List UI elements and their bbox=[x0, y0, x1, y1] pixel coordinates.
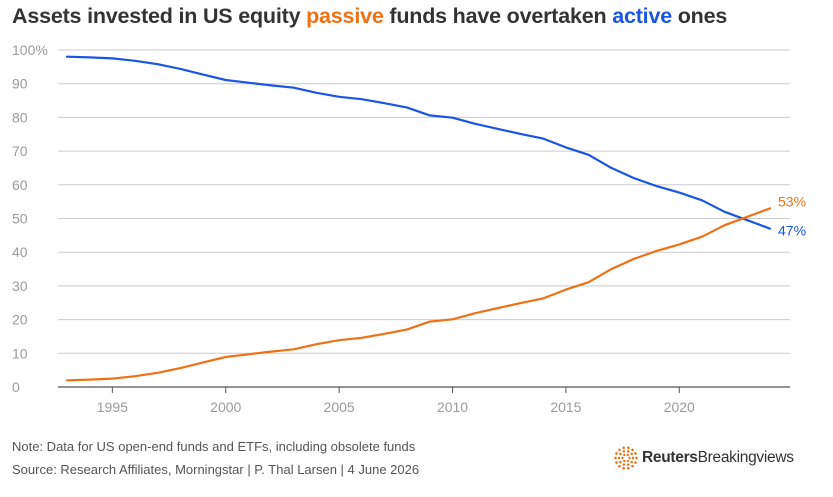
end-label-passive: 53% bbox=[778, 193, 806, 209]
logo-dot bbox=[618, 464, 621, 468]
logo-dot bbox=[622, 446, 625, 450]
logo-dot bbox=[615, 452, 618, 455]
x-tick-label: 2000 bbox=[210, 399, 241, 415]
y-tick-label: 10 bbox=[12, 345, 28, 361]
y-tick-label: 60 bbox=[12, 177, 28, 193]
x-axis-ticks: 1995 2000 2005 2010 2015 2020 bbox=[97, 387, 695, 415]
logo-dot bbox=[628, 456, 631, 460]
x-tick-label: 2005 bbox=[324, 399, 355, 415]
logo-dot bbox=[630, 452, 633, 456]
logo-dot bbox=[627, 466, 630, 470]
brand-reuters: Reuters bbox=[642, 449, 698, 466]
grid-layer bbox=[58, 49, 790, 388]
logo-dot bbox=[622, 450, 626, 453]
y-tick-label: 0 bbox=[12, 379, 20, 395]
logo-dot bbox=[618, 448, 621, 452]
logo-dot bbox=[622, 466, 625, 470]
logo-dot bbox=[626, 453, 629, 457]
logo-dot bbox=[631, 464, 634, 468]
x-tick-label: 2010 bbox=[437, 399, 468, 415]
logo-dot bbox=[623, 453, 626, 457]
logo-dot bbox=[626, 450, 630, 453]
reuters-dot-logo-icon bbox=[614, 446, 638, 470]
logo-dot bbox=[626, 463, 630, 466]
title-middle: funds have overtaken bbox=[383, 4, 613, 28]
line-chart: 0 10 20 30 40 50 60 70 80 90 100% 1995 2000 2005 2010… bbox=[12, 42, 806, 415]
y-tick-label: 70 bbox=[12, 143, 28, 159]
end-labels: 47% 53% bbox=[778, 193, 806, 238]
y-tick-label: 30 bbox=[12, 278, 28, 294]
logo-dot bbox=[627, 446, 630, 450]
y-tick-label: 20 bbox=[12, 312, 28, 328]
logo-dot bbox=[617, 456, 621, 460]
title-suffix: ones bbox=[671, 4, 728, 28]
brand-breakingviews: Breakingviews bbox=[697, 449, 794, 466]
series-line-passive bbox=[65, 207, 772, 382]
logo-dot bbox=[626, 459, 629, 463]
reuters-breakingviews-logo: Reuters Breakingviews bbox=[614, 446, 794, 470]
title-prefix: Assets invested in US equity bbox=[12, 4, 307, 28]
x-tick-label: 1995 bbox=[97, 399, 128, 415]
x-tick-label: 2015 bbox=[550, 399, 581, 415]
logo-dot bbox=[631, 448, 634, 452]
logo-dot bbox=[635, 456, 638, 460]
y-tick-label: 50 bbox=[12, 211, 28, 227]
y-tick-label: 100% bbox=[12, 42, 48, 58]
logo-dot bbox=[623, 459, 626, 463]
logo-dot bbox=[630, 460, 633, 464]
logo-dot bbox=[634, 461, 637, 464]
chart-title: Assets invested in US equity passive fun… bbox=[12, 4, 727, 29]
logo-dot bbox=[622, 463, 626, 466]
logo-dot bbox=[619, 452, 622, 456]
series-layer bbox=[65, 55, 772, 382]
title-active-highlight: active bbox=[612, 4, 672, 28]
y-tick-label: 80 bbox=[12, 109, 28, 125]
footnote: Note: Data for US open-end funds and ETF… bbox=[12, 439, 416, 454]
logo-dot bbox=[631, 456, 635, 460]
logo-dot bbox=[634, 452, 637, 455]
end-label-active: 47% bbox=[778, 223, 806, 239]
series-line-active bbox=[65, 55, 772, 230]
y-axis-ticks: 0 10 20 30 40 50 60 70 80 90 100% bbox=[12, 42, 48, 395]
logo-dot bbox=[615, 461, 618, 464]
title-passive-highlight: passive bbox=[306, 4, 384, 28]
logo-dot bbox=[619, 460, 622, 464]
logo-dot bbox=[614, 456, 617, 460]
y-tick-label: 90 bbox=[12, 76, 28, 92]
y-tick-label: 40 bbox=[12, 244, 28, 260]
x-tick-label: 2020 bbox=[664, 399, 695, 415]
logo-dot bbox=[621, 456, 624, 460]
source-line: Source: Research Affiliates, Morningstar… bbox=[12, 462, 420, 477]
